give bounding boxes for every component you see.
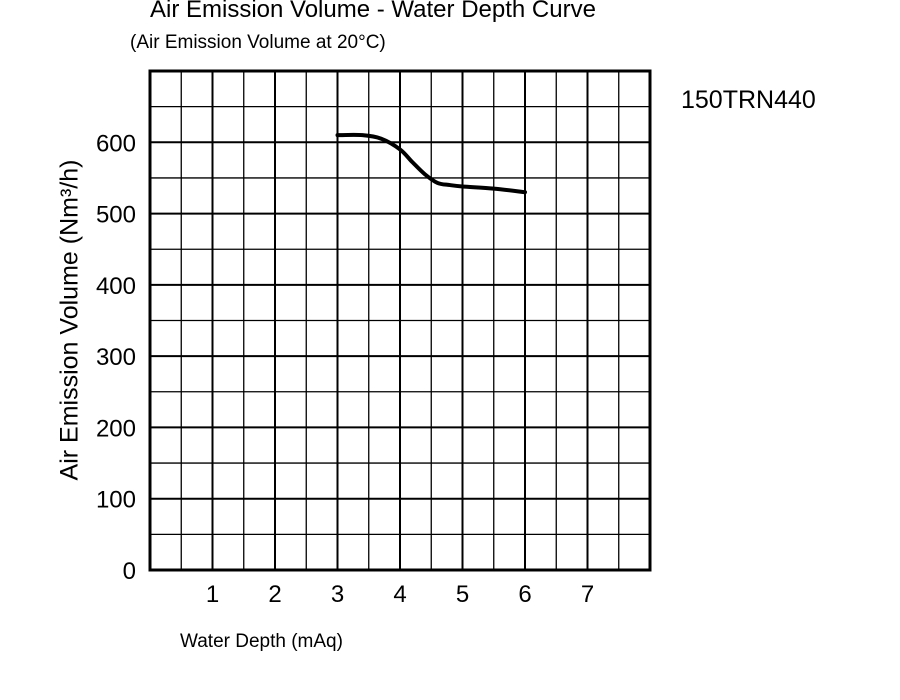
plot-frame (148, 69, 652, 572)
y-tick-label: 100 (96, 487, 136, 514)
x-tick-label: 1 (206, 581, 219, 608)
x-tick-label: 7 (581, 581, 594, 608)
x-tick-labels: 1 2 3 4 5 6 7 (206, 581, 594, 608)
chart-title: Air Emission Volume - Water Depth Curve (150, 0, 596, 23)
grid (150, 71, 650, 570)
y-tick-label: 500 (96, 202, 136, 229)
x-tick-label: 6 (518, 581, 531, 608)
y-tick-labels: 0 100 200 300 400 500 600 (96, 130, 136, 585)
series-line (335, 132, 527, 195)
model-label: 150TRN440 (681, 86, 816, 114)
y-tick-label: 400 (96, 273, 136, 300)
y-tick-label: 200 (96, 415, 136, 442)
chart-subtitle: (Air Emission Volume at 20°C) (130, 32, 386, 53)
y-tick-label: 300 (96, 344, 136, 371)
x-tick-label: 4 (393, 581, 406, 608)
x-axis-label: Water Depth (mAq) (180, 631, 343, 652)
x-tick-label: 2 (268, 581, 281, 608)
y-tick-label: 0 (123, 558, 136, 585)
x-tick-label: 3 (331, 581, 344, 608)
y-tick-label: 600 (96, 130, 136, 157)
x-tick-label: 5 (456, 581, 469, 608)
